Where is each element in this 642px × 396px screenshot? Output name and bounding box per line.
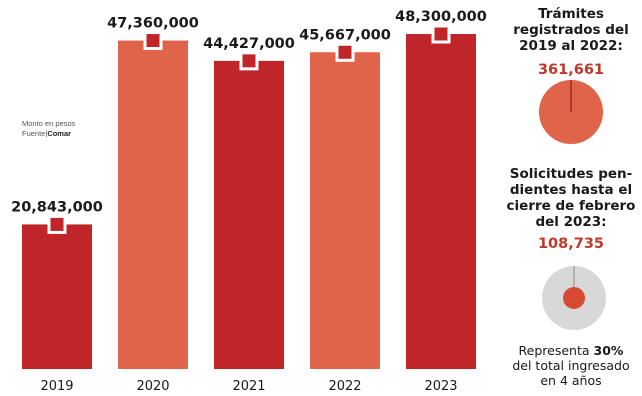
tramites-value: 361,661	[537, 62, 605, 78]
source-line: Fuente|Comar	[22, 129, 75, 139]
source-prefix: Fuente	[22, 129, 46, 138]
x-axis-labels: 2019 2020 2021 2022 2023	[40, 379, 457, 394]
side-block-solicitudes: Solicitudes pen- dientes hasta el cierre…	[503, 166, 639, 252]
solicitudes-circle-fill	[563, 287, 585, 309]
side-block-tramites: Trámites registrados del 2019 al 2022: 3…	[503, 6, 639, 150]
bar-2021	[214, 60, 284, 369]
bar-value-label: 45,667,000	[299, 27, 391, 43]
source-name: Comar	[47, 129, 72, 138]
tramites-title-line: 2019 al 2022:	[519, 38, 623, 54]
bar-value-label: 47,360,000	[107, 16, 199, 32]
bar-2022	[310, 52, 380, 369]
tramites-title-line: registrados del	[513, 22, 629, 38]
footer-line-3: en 4 años	[540, 373, 602, 388]
solicitudes-value: 108,735	[537, 236, 605, 252]
source-separator: |	[45, 129, 48, 138]
note-line: Monto en pesos	[22, 119, 76, 128]
bar-2019	[22, 224, 92, 369]
x-tick-label: 2023	[424, 379, 457, 394]
footer-percent: 30%	[593, 343, 624, 358]
bar-marker-2022	[335, 42, 355, 62]
labels-layer: 20,843,000 47,360,00044,427,00045,667,000…	[11, 9, 487, 234]
side-footer: Representa 30% del total ingresado en 4 …	[503, 343, 639, 388]
solicitudes-title: Solicitudes pen- dientes hasta el cierre…	[503, 166, 639, 230]
bar-value-label: 44,427,000	[203, 36, 295, 52]
solicitudes-title-line: dientes hasta el	[509, 182, 633, 198]
tramites-title-line: Trámites	[538, 6, 604, 22]
bars-layer	[22, 34, 476, 370]
x-tick-label: 2021	[232, 379, 265, 394]
x-tick-label: 2022	[328, 379, 361, 394]
tramites-title: Trámites registrados del 2019 al 2022:	[503, 6, 639, 54]
footer-line-2: del total ingresado	[512, 358, 630, 373]
concentric-circle-icon	[542, 266, 606, 330]
solicitudes-title-line: del 2023:	[535, 214, 607, 230]
bar-2020	[118, 40, 188, 370]
bar-value-label: 48,300,000	[395, 9, 487, 25]
bar-2023	[406, 34, 476, 369]
x-tick-label: 2020	[136, 379, 169, 394]
bar-marker-2020	[143, 31, 163, 51]
circle-icon	[539, 80, 603, 144]
footer-line-1: Representa 30%	[503, 343, 639, 358]
bar-marker-2021	[239, 51, 259, 71]
solicitudes-title-line: cierre de febrero	[506, 198, 636, 214]
x-tick-label: 2019	[40, 379, 73, 394]
bar-value-label: 20,843,000	[11, 199, 103, 215]
solicitudes-title-line: Solicitudes pen-	[509, 166, 633, 182]
chart-note: Monto en pesos Fuente|Comar	[22, 119, 75, 139]
footer-prefix: Representa	[518, 343, 594, 358]
bar-marker-2019	[47, 214, 67, 234]
bar-marker-2023	[431, 24, 451, 44]
